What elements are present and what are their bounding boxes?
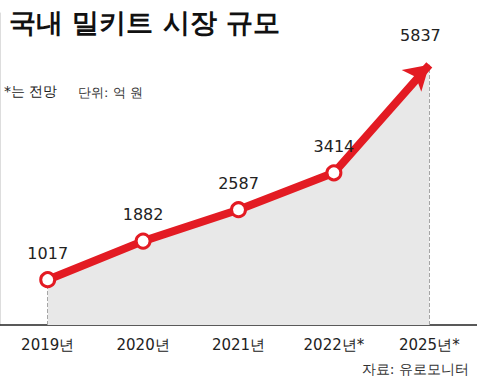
svg-text:2021년: 2021년 (212, 336, 265, 354)
svg-text:단위: 억 원: 단위: 억 원 (78, 85, 143, 100)
svg-text:2022년*: 2022년* (304, 336, 365, 354)
svg-text:*는 전망: *는 전망 (4, 83, 57, 99)
svg-text:3414: 3414 (314, 137, 355, 156)
svg-text:5837: 5837 (400, 26, 441, 45)
svg-text:1017: 1017 (27, 244, 68, 263)
svg-text:자료: 유로모니터: 자료: 유로모니터 (362, 361, 469, 377)
svg-text:2025년*: 2025년* (399, 336, 460, 354)
svg-text:2587: 2587 (218, 174, 259, 193)
svg-text:1882: 1882 (123, 205, 164, 224)
svg-text:국내 밀키트 시장 규모: 국내 밀키트 시장 규모 (9, 7, 280, 38)
svg-text:2019년: 2019년 (21, 336, 74, 354)
svg-text:2020년: 2020년 (117, 336, 170, 354)
